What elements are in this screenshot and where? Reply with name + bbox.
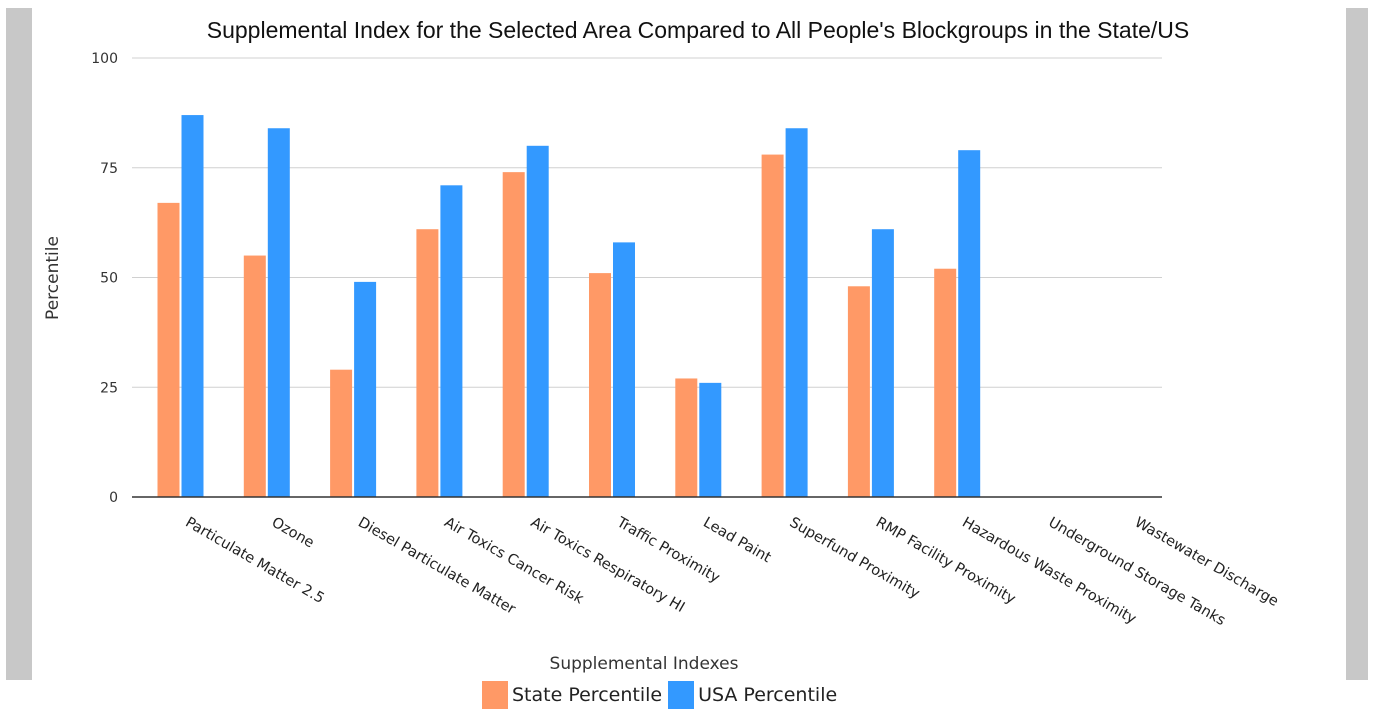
bar-state-percentile <box>330 369 353 497</box>
chart-title: Supplemental Index for the Selected Area… <box>207 17 1189 43</box>
bar-state-percentile <box>589 273 611 497</box>
bar-state-percentile <box>675 378 698 497</box>
y-tick-label: 0 <box>109 490 118 506</box>
gridlines <box>132 57 1162 388</box>
legend-label: USA Percentile <box>698 684 838 706</box>
x-tick-label: Particulate Matter 2.5 <box>183 515 327 607</box>
bar-state-percentile <box>761 154 784 497</box>
x-tick-label: RMP Facility Proximity <box>873 515 1019 608</box>
legend-label: State Percentile <box>512 684 663 706</box>
bar-state-percentile <box>502 172 525 497</box>
bar-state-percentile <box>243 255 266 497</box>
bar-state-percentile <box>157 202 180 497</box>
y-tick-label: 100 <box>91 51 118 67</box>
bar-usa-percentile <box>613 242 635 497</box>
x-tick-label: Lead Paint <box>700 515 774 567</box>
y-tick-label: 50 <box>100 271 118 287</box>
x-tick-label: Ozone <box>269 515 317 552</box>
x-tick-label: Air Toxics Cancer Risk <box>441 515 586 608</box>
bar-state-percentile <box>416 229 439 497</box>
y-tick-label: 25 <box>100 380 118 396</box>
legend: State Percentile USA Percentile <box>482 680 837 710</box>
bar-chart: Supplemental Index for the Selected Area… <box>43 17 1282 674</box>
bars <box>157 115 981 498</box>
legend-item: State Percentile <box>482 681 662 709</box>
chart-frame: Supplemental Index for the Selected Area… <box>6 8 1368 680</box>
y-tick-label: 75 <box>100 161 118 177</box>
bar-usa-percentile <box>440 185 463 497</box>
legend-swatch <box>482 681 508 709</box>
x-tick-label: Wastewater Discharge <box>1132 515 1281 610</box>
bar-usa-percentile <box>871 229 894 497</box>
bar-usa-percentile <box>958 150 981 497</box>
bar-usa-percentile <box>354 281 377 497</box>
y-axis-ticks: 0 25 50 75 100 <box>91 51 118 506</box>
x-axis-label: Supplemental Indexes <box>550 654 739 674</box>
legend-item: USA Percentile <box>668 681 837 709</box>
bar-usa-percentile <box>267 128 290 497</box>
bar-state-percentile <box>847 286 870 497</box>
bar-usa-percentile <box>181 115 204 497</box>
bar-state-percentile <box>934 268 957 497</box>
x-tick-label: Hazardous Waste Proximity <box>959 515 1139 628</box>
chart-panel: Supplemental Index for the Selected Area… <box>32 8 1346 680</box>
y-axis-label: Percentile <box>43 236 63 320</box>
bar-usa-percentile <box>785 128 808 497</box>
x-tick-label: Air Toxics Respiratory HI <box>528 515 688 616</box>
bar-usa-percentile <box>526 145 549 498</box>
bar-usa-percentile <box>699 382 722 497</box>
x-tick-label: Diesel Particulate Matter <box>355 515 518 618</box>
legend-swatch <box>668 681 695 709</box>
